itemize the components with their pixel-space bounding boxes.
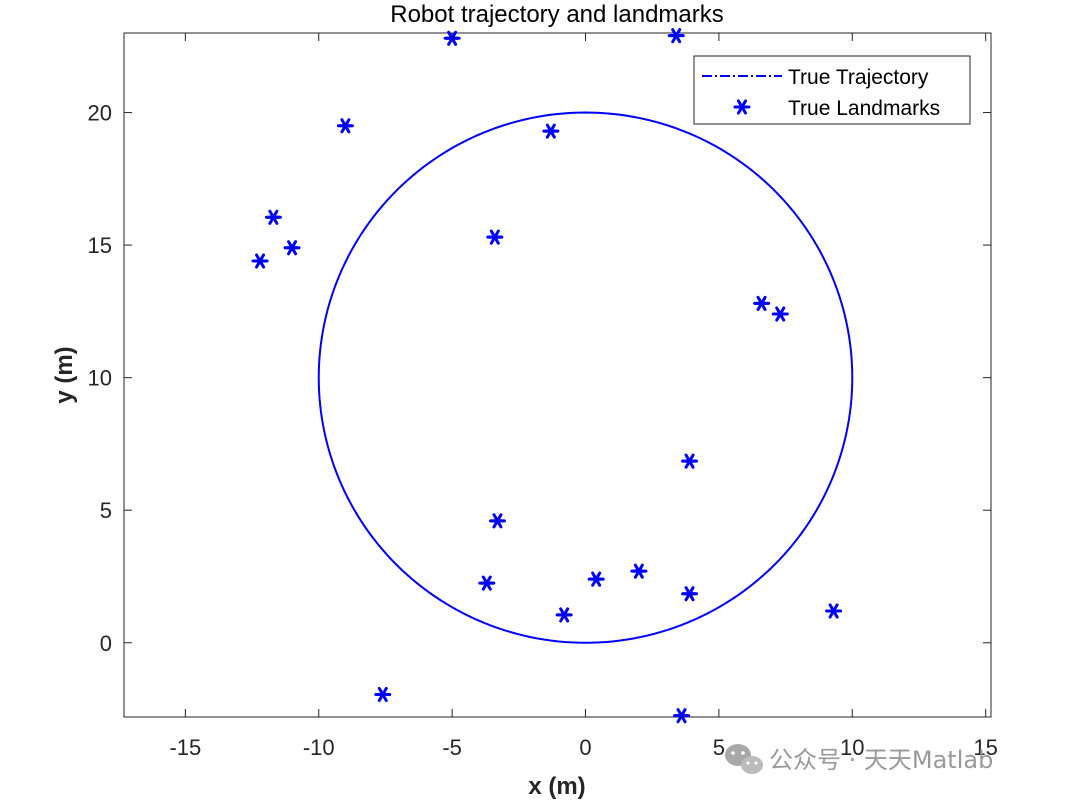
chart-title: Robot trajectory and landmarks bbox=[390, 1, 724, 28]
x-tick-label: -5 bbox=[442, 735, 462, 760]
plot-area bbox=[123, 32, 992, 718]
legend-landmarks-label: True Landmarks bbox=[788, 97, 940, 120]
axes-box bbox=[123, 32, 992, 718]
landmark-point bbox=[630, 563, 648, 579]
landmark-point bbox=[488, 513, 506, 529]
wechat-icon bbox=[725, 744, 763, 774]
series-layer bbox=[251, 28, 854, 724]
landmark-point bbox=[825, 603, 843, 619]
landmark-point bbox=[283, 240, 301, 256]
y-tick-label: 5 bbox=[100, 498, 112, 523]
legend-trajectory-label: True Trajectory bbox=[788, 66, 929, 89]
landmark-point bbox=[486, 229, 504, 245]
legend-landmark-marker bbox=[733, 99, 751, 115]
legend-landmark-swatch bbox=[733, 99, 751, 115]
landmark-point bbox=[542, 123, 560, 139]
landmark-point bbox=[478, 575, 496, 591]
x-tick-label: 5 bbox=[713, 735, 725, 760]
landmark-point bbox=[251, 253, 269, 269]
landmark-point bbox=[673, 708, 691, 724]
ticks-layer: -15 -10 -5 0 5 10 15 0 5 10 15 20 bbox=[88, 33, 998, 760]
y-tick-label: 10 bbox=[88, 366, 112, 391]
landmark-point bbox=[587, 571, 605, 587]
y-axis-label: y (m) bbox=[51, 346, 78, 403]
trajectory-line bbox=[317, 111, 854, 644]
y-tick-label: 0 bbox=[100, 631, 112, 656]
legend: True Trajectory True Landmarks bbox=[693, 55, 971, 125]
landmark-point bbox=[264, 209, 282, 225]
landmark-point bbox=[753, 295, 771, 311]
watermark-text: 公众号 · 天天Matlab bbox=[769, 746, 993, 774]
x-tick-label: -10 bbox=[303, 735, 335, 760]
y-tick-label: 15 bbox=[88, 233, 112, 258]
x-tick-label: -15 bbox=[169, 735, 201, 760]
y-tick-label: 20 bbox=[88, 101, 112, 126]
landmark-point bbox=[667, 28, 685, 44]
landmark-point bbox=[681, 453, 699, 469]
landmark-point bbox=[771, 306, 789, 322]
x-axis-label: x (m) bbox=[528, 773, 585, 800]
landmark-point bbox=[555, 607, 573, 623]
x-tick-label: 10 bbox=[840, 735, 864, 760]
x-tick-label: 0 bbox=[579, 735, 591, 760]
landmark-point bbox=[336, 118, 354, 134]
landmark-point bbox=[374, 686, 392, 703]
x-tick-label: 15 bbox=[973, 735, 997, 760]
landmark-point bbox=[681, 586, 699, 602]
watermark: 公众号 · 天天Matlab bbox=[725, 744, 993, 774]
